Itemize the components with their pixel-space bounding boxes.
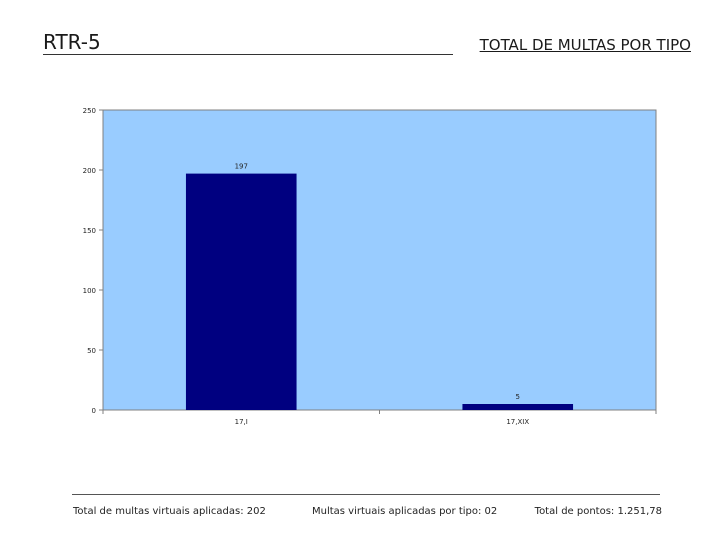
y-tick-label: 150 — [83, 227, 96, 235]
y-tick-label: 200 — [83, 167, 96, 175]
chart-area: 0 50 100 150 200 250 197 17,I 5 17,XIX — [60, 95, 670, 440]
x-tick-label: 17,I — [235, 418, 248, 426]
footer-points: Total de pontos: 1.251,78 — [534, 506, 662, 517]
bar-17,I — [185, 173, 297, 410]
slide-title: TOTAL DE MULTAS POR TIPO — [479, 36, 691, 54]
footer-total-virtual: Total de multas virtuais aplicadas: 202 — [73, 506, 266, 517]
bar-chart: 0 50 100 150 200 250 197 17,I 5 17,XIX — [83, 107, 657, 426]
y-tick-label: 50 — [87, 347, 96, 355]
title-underline — [43, 54, 453, 55]
x-tick-label: 17,XIX — [506, 418, 529, 426]
y-tick-label: 100 — [83, 287, 96, 295]
data-label: 5 — [516, 393, 520, 401]
footer-per-type: Multas virtuais aplicadas por tipo: 02 — [312, 506, 498, 517]
data-label: 197 — [235, 163, 248, 171]
y-tick-label: 0 — [92, 407, 96, 415]
y-tick-label: 250 — [83, 107, 96, 115]
footer-rule — [72, 494, 660, 495]
slide-code: RTR-5 — [43, 30, 101, 54]
bar-17,XIX — [462, 404, 574, 410]
